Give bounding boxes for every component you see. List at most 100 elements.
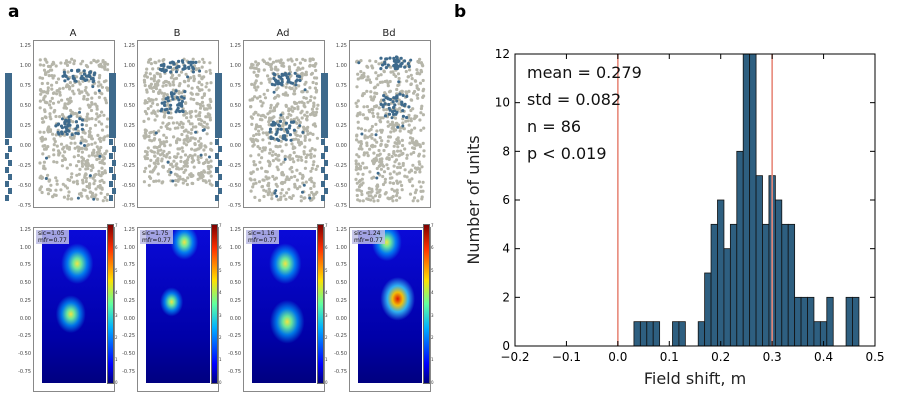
- x-tick-label: −0.1: [552, 350, 581, 364]
- trajectory-point: [249, 189, 253, 193]
- stat-annotation: mean = 0.279: [527, 63, 642, 82]
- spike-point: [287, 72, 291, 76]
- trajectory-point: [75, 173, 79, 177]
- trajectory-point: [175, 155, 179, 159]
- trajectory-point: [87, 154, 91, 158]
- trajectory-point: [259, 99, 263, 103]
- trajectory-point: [308, 64, 312, 68]
- spike-point: [293, 71, 297, 75]
- y-tick-label: 12: [495, 47, 510, 61]
- trajectory-point: [409, 73, 413, 77]
- spike-point: [74, 127, 78, 131]
- strip-check: [215, 167, 219, 173]
- trajectory-point: [67, 190, 71, 194]
- trajectory-point: [417, 60, 421, 64]
- trajectory-point: [413, 143, 417, 147]
- trajectory-point: [84, 63, 88, 68]
- trajectory-point: [422, 87, 426, 91]
- trajectory-point: [159, 125, 163, 129]
- trajectory-point: [260, 185, 264, 189]
- trajectory-point: [274, 157, 278, 161]
- trajectory-point: [268, 148, 272, 152]
- trajectory-point: [354, 162, 358, 166]
- trajectory-point: [145, 90, 149, 94]
- spike-point: [382, 94, 386, 98]
- trajectory-point: [204, 70, 208, 74]
- trajectory-point: [52, 74, 56, 78]
- trajectory-point: [167, 116, 171, 120]
- trajectory-point: [85, 184, 89, 189]
- trajectory-point: [96, 84, 100, 88]
- trajectory-point: [171, 88, 175, 92]
- spike-point: [65, 132, 69, 136]
- trajectory-point: [420, 104, 424, 108]
- trajectory-plot: [243, 40, 325, 208]
- spike-point: [276, 127, 280, 131]
- y-tick-label: 0.25: [19, 123, 31, 129]
- trajectory-point: [251, 170, 255, 174]
- trajectory-point: [281, 115, 285, 119]
- trajectory-point: [81, 178, 85, 182]
- trajectory-point: [98, 152, 103, 156]
- trajectory-point: [255, 167, 259, 171]
- trajectory-point: [207, 103, 211, 107]
- trajectory-point: [303, 166, 307, 170]
- trajectory-point: [395, 191, 399, 195]
- trajectory-point: [249, 137, 253, 141]
- trajectory-point: [48, 103, 52, 107]
- trajectory-point: [50, 96, 54, 100]
- trajectory-point: [367, 129, 371, 133]
- y-tick-label: 0.75: [123, 83, 135, 89]
- spike-point: [388, 56, 392, 60]
- trajectory-point: [181, 181, 185, 185]
- trajectory-point: [370, 136, 374, 140]
- trajectory-point: [381, 116, 385, 120]
- strip-check: [324, 174, 328, 180]
- trajectory-point: [374, 122, 378, 126]
- trajectory-point: [409, 82, 413, 86]
- trajectory-point: [70, 172, 74, 176]
- y-tick-label: 4: [502, 242, 510, 256]
- trajectory-point: [145, 75, 149, 79]
- trajectory-point: [375, 140, 379, 144]
- trajectory-point: [312, 160, 316, 164]
- trajectory-point: [413, 191, 417, 195]
- spike-point: [401, 114, 405, 118]
- spike-point: [308, 196, 312, 200]
- trajectory-point: [150, 111, 154, 115]
- trajectory-point: [99, 191, 103, 195]
- histogram-bar: [755, 175, 763, 347]
- spike-point: [202, 128, 206, 132]
- trajectory-point: [156, 162, 160, 166]
- trajectory-point: [362, 74, 366, 78]
- trajectory-point: [302, 96, 306, 100]
- trajectory-point: [406, 119, 410, 123]
- trajectory-point: [54, 114, 58, 119]
- trajectory-point: [422, 149, 426, 153]
- x-tick-label: 0.4: [814, 350, 833, 364]
- y-tick-label: 1.00: [229, 63, 241, 69]
- trajectory-point: [55, 89, 59, 93]
- trajectory-point: [274, 59, 278, 63]
- sic-value: sic=1.75: [142, 230, 169, 237]
- trajectory-point: [46, 173, 50, 177]
- trajectory-point: [285, 93, 290, 97]
- trajectory-point: [144, 166, 148, 170]
- y-tick-label: 1.25: [335, 227, 347, 233]
- trajectory-point: [41, 152, 45, 156]
- spike-point: [276, 123, 281, 127]
- spike-point: [280, 72, 284, 76]
- trajectory-point: [153, 137, 157, 141]
- y-tick-label: 6: [502, 193, 510, 207]
- y-tick-label: -0.25: [334, 333, 347, 340]
- trajectory-point: [171, 165, 175, 169]
- trajectory-point: [174, 183, 178, 187]
- trajectory-point: [161, 165, 166, 169]
- spike-point: [194, 130, 198, 134]
- trajectory-plot: [349, 40, 431, 208]
- trajectory-point: [184, 129, 188, 133]
- trajectory-point: [296, 138, 300, 142]
- y-tick-label: 1.25: [19, 227, 31, 233]
- y-tick-label: -0.25: [334, 163, 347, 169]
- spike-point: [386, 63, 390, 67]
